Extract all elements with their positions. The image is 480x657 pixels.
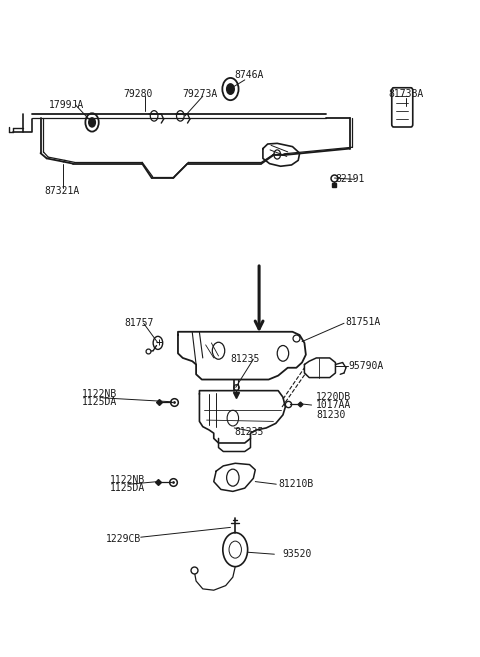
Text: 8173BA: 8173BA (388, 89, 423, 99)
Text: 1122NB: 1122NB (110, 475, 145, 486)
Circle shape (89, 118, 96, 127)
Text: 82191: 82191 (336, 174, 365, 185)
Text: 79273A: 79273A (183, 89, 218, 99)
Text: 81210B: 81210B (278, 479, 313, 489)
Text: 1125DA: 1125DA (110, 483, 145, 493)
Text: 1229CB: 1229CB (106, 534, 141, 544)
Text: 1017AA: 1017AA (316, 400, 352, 410)
Text: 87321A: 87321A (44, 186, 80, 196)
Text: 81230: 81230 (316, 410, 346, 420)
Text: 8746A: 8746A (234, 70, 264, 79)
Text: 93520: 93520 (282, 549, 312, 559)
FancyBboxPatch shape (392, 88, 413, 127)
Text: 1799JA: 1799JA (49, 100, 84, 110)
Text: 81235: 81235 (234, 427, 264, 437)
Text: 1125DA: 1125DA (82, 397, 117, 407)
Text: 1220DB: 1220DB (316, 392, 352, 402)
Text: 79280: 79280 (123, 89, 153, 99)
Text: 81235: 81235 (230, 354, 260, 364)
Text: 81757: 81757 (124, 318, 154, 328)
Text: 95790A: 95790A (349, 361, 384, 371)
Circle shape (227, 84, 234, 95)
Text: 1122NB: 1122NB (82, 389, 117, 399)
Text: 81751A: 81751A (345, 317, 380, 327)
